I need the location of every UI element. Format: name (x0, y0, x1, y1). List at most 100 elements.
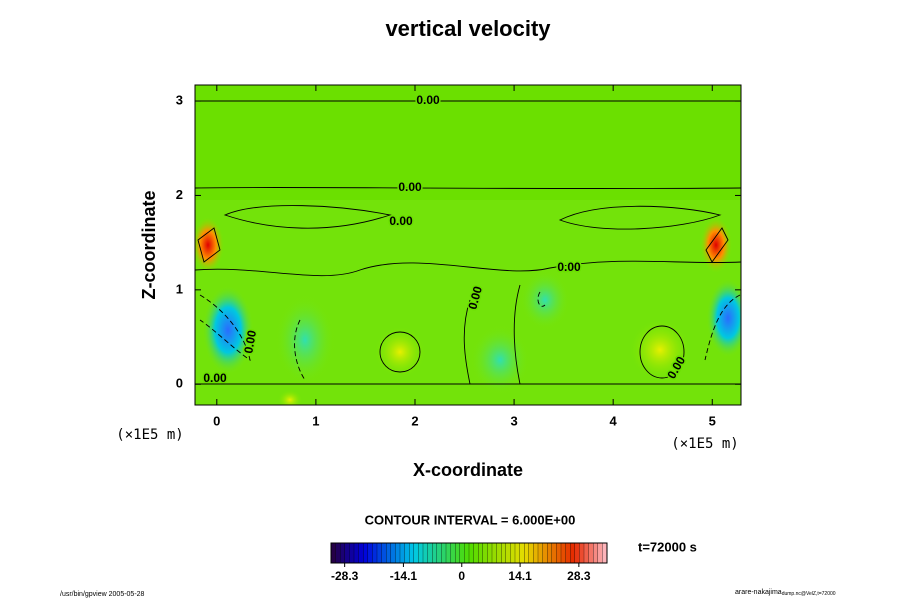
colorbar-stripe (533, 542, 539, 564)
colorbar-stripe (372, 542, 378, 564)
field-blob (202, 285, 254, 375)
colorbar-stripe (579, 542, 585, 564)
footer-right-main: arare-nakajima (735, 589, 782, 596)
colorbar-stripe (473, 542, 479, 564)
contour-line (379, 331, 421, 373)
x-tick-label: 2 (411, 413, 418, 428)
y-tick-label: 3 (176, 92, 183, 107)
contour-label: 0.00 (557, 260, 581, 274)
footer-left: /usr/bin/gpview 2005-05-28 (60, 591, 145, 598)
time-label: t=72000 s (638, 539, 697, 554)
colorbar-stripe (593, 542, 599, 564)
colorbar-stripe (399, 542, 405, 564)
contour-line (294, 319, 306, 381)
contour-line (639, 325, 685, 379)
colorbar-stripe (482, 542, 488, 564)
footer-right-sub: dump.nc@VelZ,t=72000 (782, 591, 836, 597)
colorbar-stripe (547, 542, 553, 564)
contour-line (195, 186, 741, 190)
x-axis-label: X-coordinate (413, 460, 523, 480)
colorbar-stripe (390, 542, 396, 564)
field-blob (706, 278, 741, 358)
contour-label: 0.00 (398, 180, 422, 194)
colorbar-stripe (570, 542, 576, 564)
field-blob (195, 217, 224, 273)
colorbar-stripe (459, 542, 465, 564)
field-blob (470, 325, 530, 395)
contour-line (197, 227, 221, 263)
colorbar-stripe (588, 542, 594, 564)
field-blob (375, 327, 425, 377)
colorbar-stripe (565, 542, 571, 564)
colorbar-stripe (510, 542, 516, 564)
colorbar-stripe (597, 542, 603, 564)
colorbar-stripe (551, 542, 557, 564)
colorbar-stripe (445, 542, 451, 564)
colorbar-stripe (501, 542, 507, 564)
colorbar-stripe (422, 542, 428, 564)
colorbar-stripe (468, 542, 474, 564)
colorbar-tick-label: -14.1 (390, 569, 418, 583)
contour-label: 0.00 (203, 371, 227, 385)
colorbar-frame (330, 542, 608, 564)
colorbar-stripe (450, 542, 456, 564)
colorbar-tick-label: 14.1 (508, 569, 532, 583)
colorbar-stripe (358, 542, 364, 564)
colorbar-stripe (436, 542, 442, 564)
colorbar-stripe (409, 542, 415, 564)
colorbar-stripe (464, 542, 470, 564)
field-blob (520, 270, 570, 330)
contour-line (558, 205, 722, 230)
colorbar-stripe (344, 542, 350, 564)
colorbar-tick-label: 28.3 (567, 569, 591, 583)
colorbar-stripe (542, 542, 548, 564)
y-axis-label: Z-coordinate (139, 190, 159, 299)
contour-field (195, 85, 741, 405)
colorbar-stripe (556, 542, 562, 564)
x-unit-label: (×1E5 m) (116, 427, 183, 443)
colorbar-stripe (583, 542, 589, 564)
colorbar-stripe (363, 542, 369, 564)
x-tick-label: 0 (213, 413, 220, 428)
colorbar-stripe (330, 542, 336, 564)
colorbar-tick-label: -28.3 (331, 569, 359, 583)
colorbar-stripe (353, 542, 359, 564)
colorbar-stripe (432, 542, 438, 564)
contour-line (537, 291, 546, 307)
colorbar-stripe (418, 542, 424, 564)
colorbar-stripe (335, 542, 341, 564)
contour-interval: CONTOUR INTERVAL = 6.000E+00 (365, 512, 576, 527)
field-blob (275, 295, 335, 385)
colorbar-stripe (441, 542, 447, 564)
colorbar-stripe (455, 542, 461, 564)
chart-title: vertical velocity (385, 16, 551, 41)
colorbar-stripe (574, 542, 580, 564)
y-tick-label: 2 (176, 187, 183, 202)
colorbar-stripe (413, 542, 419, 564)
colorbar-stripe (404, 542, 410, 564)
colorbar-stripe (560, 542, 566, 564)
y-tick-label: 1 (176, 281, 183, 296)
colorbar-stripe (340, 542, 346, 564)
x-tick-label: 1 (312, 413, 319, 428)
colorbar-stripe (491, 542, 497, 564)
colorbar-stripe (524, 542, 530, 564)
contour-line (463, 299, 471, 385)
colorbar-stripe (381, 542, 387, 564)
colorbar-stripe (367, 542, 373, 564)
colorbar-stripe (386, 542, 392, 564)
contour-label: 0.00 (416, 93, 440, 107)
colorbar-stripe (602, 542, 608, 564)
colorbar-stripe (376, 542, 382, 564)
y-tick-label: 0 (176, 376, 183, 391)
colorbar-stripe (496, 542, 502, 564)
colorbar-stripe (349, 542, 355, 564)
colorbar-stripe (478, 542, 484, 564)
contour-line (704, 294, 741, 361)
contour-label: 0.00 (389, 214, 413, 228)
contour-label: 0.00 (241, 329, 259, 355)
contour-line (199, 294, 251, 361)
colorbar-stripe (505, 542, 511, 564)
contour-line (195, 260, 741, 277)
